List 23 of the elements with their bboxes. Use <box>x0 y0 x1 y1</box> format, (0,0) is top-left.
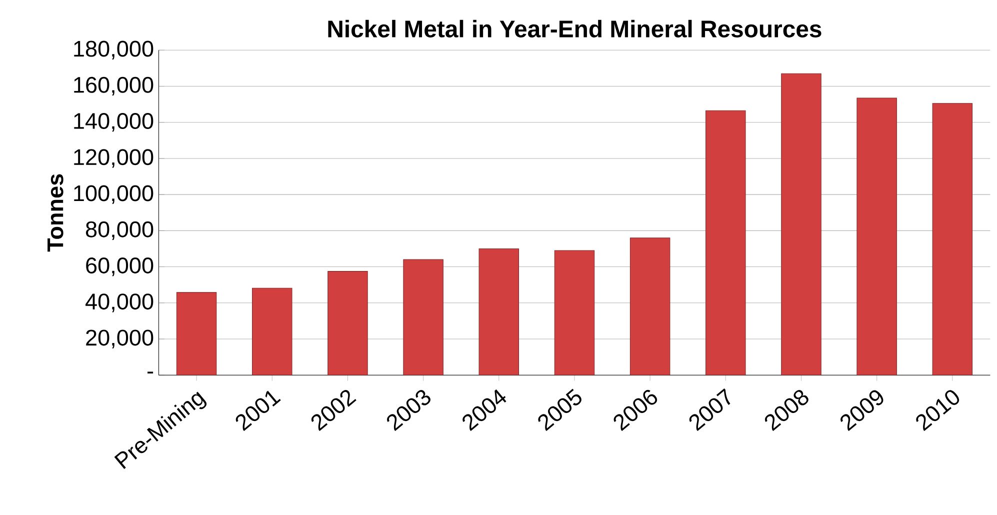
y-axis-title: Tonnes <box>48 174 64 252</box>
y-tick-label: 180,000 <box>74 40 154 60</box>
bar <box>554 250 595 376</box>
y-tick-label: 160,000 <box>74 76 154 96</box>
y-tick-label: 120,000 <box>74 149 154 168</box>
bar <box>403 259 444 376</box>
y-tick-label: 100,000 <box>74 185 154 204</box>
y-tick-label: 20,000 <box>86 330 154 348</box>
bar <box>932 103 973 376</box>
y-tick-label: 140,000 <box>74 113 154 132</box>
y-tick-label: - <box>148 372 154 374</box>
bar <box>856 98 897 376</box>
bar <box>176 292 217 376</box>
bar <box>478 248 519 376</box>
bar <box>781 73 822 376</box>
chart-title: Nickel Metal in Year-End Mineral Resources <box>328 20 822 38</box>
y-tick-label: 80,000 <box>86 221 154 240</box>
bar <box>630 238 670 376</box>
bar <box>328 271 368 376</box>
y-tick-label: 60,000 <box>86 257 154 276</box>
bar <box>706 110 746 376</box>
bar <box>252 288 292 376</box>
y-tick-label: 40,000 <box>86 294 154 312</box>
